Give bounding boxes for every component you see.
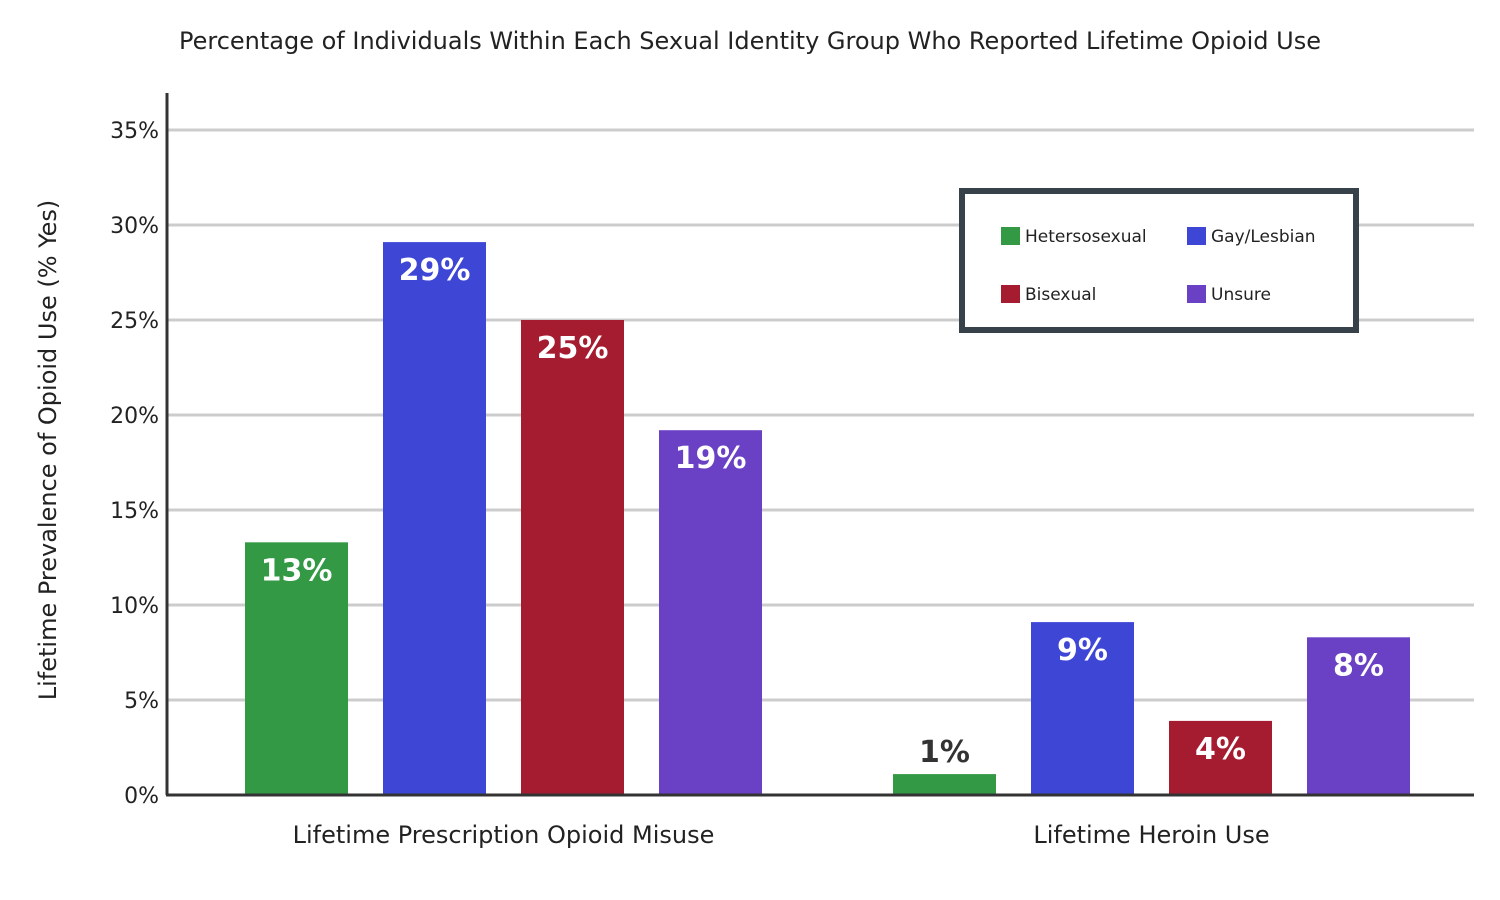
legend-swatch (1187, 285, 1206, 303)
bar (1307, 637, 1410, 795)
bar-value-label: 19% (675, 441, 747, 476)
category-labels: Lifetime Prescription Opioid Misuse Lifet… (293, 821, 1270, 849)
legend-swatch (1187, 227, 1206, 245)
bar-value-label: 1% (919, 735, 970, 770)
bars (245, 242, 1410, 796)
legend-label: Gay/Lesbian (1211, 227, 1316, 247)
legend-swatch (1001, 285, 1020, 303)
bar (1031, 622, 1134, 795)
bar (521, 320, 624, 795)
category-label: Lifetime Heroin Use (1033, 821, 1269, 849)
legend-label: Unsure (1211, 285, 1271, 305)
y-tick-label: 0% (124, 784, 159, 809)
y-tick-label: 30% (110, 214, 159, 239)
bar-value-label: 4% (1195, 732, 1246, 767)
legend-box (959, 188, 1359, 333)
y-tick-label: 20% (110, 404, 159, 429)
y-tick-label: 25% (110, 309, 159, 334)
y-tick-label: 5% (124, 689, 159, 714)
chart-title: Percentage of Individuals Within Each Se… (179, 27, 1321, 55)
bar-value-labels: 13% 29% 25% 19% 1% 9% 4% 8% (261, 253, 1384, 770)
y-axis-title: Lifetime Prevalence of Opioid Use (% Yes… (34, 200, 62, 701)
bar-value-label: 9% (1057, 633, 1108, 668)
legend-label: Hetersosexual (1025, 227, 1147, 247)
legend-swatch (1001, 227, 1020, 245)
bar (1169, 720, 1272, 795)
category-label: Lifetime Prescription Opioid Misuse (293, 821, 715, 849)
bar (659, 430, 762, 795)
y-tick-label: 15% (110, 499, 159, 524)
legend-label: Bisexual (1025, 285, 1096, 305)
y-tick-label: 10% (110, 594, 159, 619)
bar (383, 242, 486, 796)
legend: Hetersosexual Gay/Lesbian Bisexual Unsure (959, 188, 1359, 333)
bar-value-label: 8% (1333, 648, 1384, 683)
y-tick-labels: 0% 5% 10% 15% 20% 25% 30% 35% (110, 119, 159, 809)
y-tick-label: 35% (110, 119, 159, 144)
bar (245, 542, 348, 795)
bar-value-label: 29% (399, 253, 471, 288)
bar-value-label: 25% (537, 331, 609, 366)
bar-value-label: 13% (261, 553, 333, 588)
bar (893, 774, 996, 795)
